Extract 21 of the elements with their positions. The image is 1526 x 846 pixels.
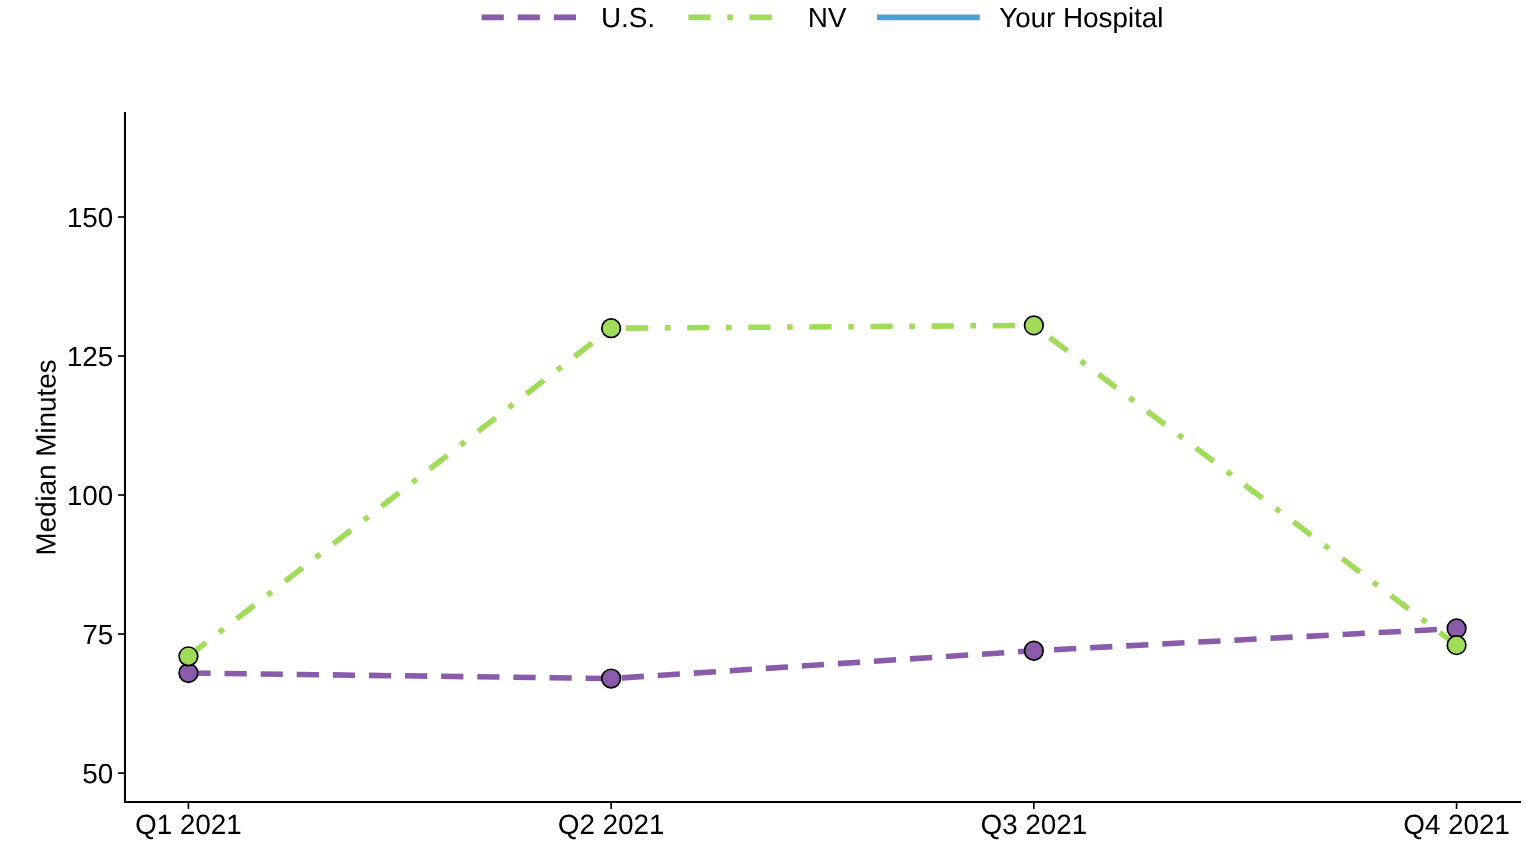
point bbox=[1023, 640, 1045, 661]
point bbox=[1446, 635, 1467, 656]
legend-label: NV bbox=[810, 8, 847, 28]
x-tick-label: Q3 2021 bbox=[981, 814, 1086, 840]
point bbox=[1023, 315, 1045, 336]
legend-label: Your Hospital bbox=[999, 6, 1162, 33]
y-tick-label: 50 bbox=[83, 763, 113, 784]
x-tick-label: Q4 2021 bbox=[1404, 814, 1509, 840]
point bbox=[178, 662, 199, 684]
legend-label: U.S. bbox=[603, 7, 653, 28]
y-tick-label: 75 bbox=[83, 625, 113, 645]
point bbox=[178, 646, 199, 667]
x-tick-label: Q2 2021 bbox=[559, 814, 664, 840]
y-axis-title: Median Minutes bbox=[35, 360, 56, 554]
point bbox=[1446, 618, 1467, 639]
y-tick-label: 125 bbox=[68, 346, 113, 367]
point bbox=[600, 668, 622, 689]
x-tick-label: Q1 2021 bbox=[136, 814, 241, 840]
y-tick-label: 150 bbox=[68, 207, 113, 228]
point bbox=[600, 318, 622, 339]
y-tick-label: 100 bbox=[68, 485, 113, 506]
